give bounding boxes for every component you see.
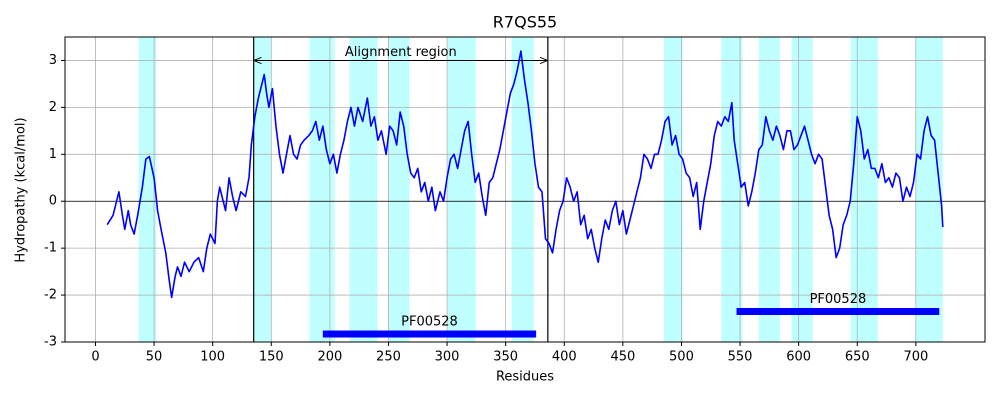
y-axis-label: Hydropathy (kcal/mol) xyxy=(14,117,29,262)
x-tick-label: 550 xyxy=(728,350,753,365)
shaded-region xyxy=(663,37,683,342)
x-tick-label: 300 xyxy=(435,350,460,365)
shaded-region xyxy=(309,37,335,342)
y-tick-label: -1 xyxy=(44,241,57,256)
shaded-region xyxy=(915,37,943,342)
shaded-region xyxy=(138,37,157,342)
x-tick-label: 100 xyxy=(200,350,225,365)
annotation: Alignment region xyxy=(345,45,457,60)
shaded-region xyxy=(721,37,743,342)
plot-frame xyxy=(64,36,986,343)
x-tick-label: 250 xyxy=(376,350,401,365)
y-tick-label: 0 xyxy=(49,194,57,209)
shaded-region xyxy=(254,37,272,342)
shaded-region xyxy=(511,37,534,342)
shaded-region xyxy=(850,37,878,342)
x-tick-label: 150 xyxy=(259,350,284,365)
hydropathy-line xyxy=(106,50,944,299)
x-tick-label: 0 xyxy=(91,350,99,365)
x-tick-label: 700 xyxy=(903,350,928,365)
y-tick-label: -3 xyxy=(44,335,57,350)
shaded-region xyxy=(349,37,378,342)
shaded-region xyxy=(447,37,476,342)
chart-title: R7QS55 xyxy=(493,13,557,32)
y-tick-label: 2 xyxy=(49,100,57,115)
y-tick-label: -2 xyxy=(44,288,57,303)
x-tick-label: 200 xyxy=(317,350,342,365)
domain-bar xyxy=(322,330,537,338)
shaded-region xyxy=(758,37,780,342)
y-tick-label: 1 xyxy=(49,147,57,162)
domain-bar xyxy=(736,308,940,315)
x-tick-label: 450 xyxy=(610,350,635,365)
x-tick-label: 400 xyxy=(552,350,577,365)
domain-label: PF00528 xyxy=(810,292,867,307)
shaded-region xyxy=(791,37,813,342)
shaded-region xyxy=(388,37,410,342)
y-tick-label: 3 xyxy=(49,53,57,68)
x-axis-label: Residues xyxy=(496,370,554,385)
x-tick-label: 350 xyxy=(493,350,518,365)
x-tick-label: 50 xyxy=(146,350,163,365)
x-tick-label: 600 xyxy=(786,350,811,365)
x-tick-label: 500 xyxy=(669,350,694,365)
x-tick-label: 650 xyxy=(845,350,870,365)
domain-label: PF00528 xyxy=(401,315,458,330)
